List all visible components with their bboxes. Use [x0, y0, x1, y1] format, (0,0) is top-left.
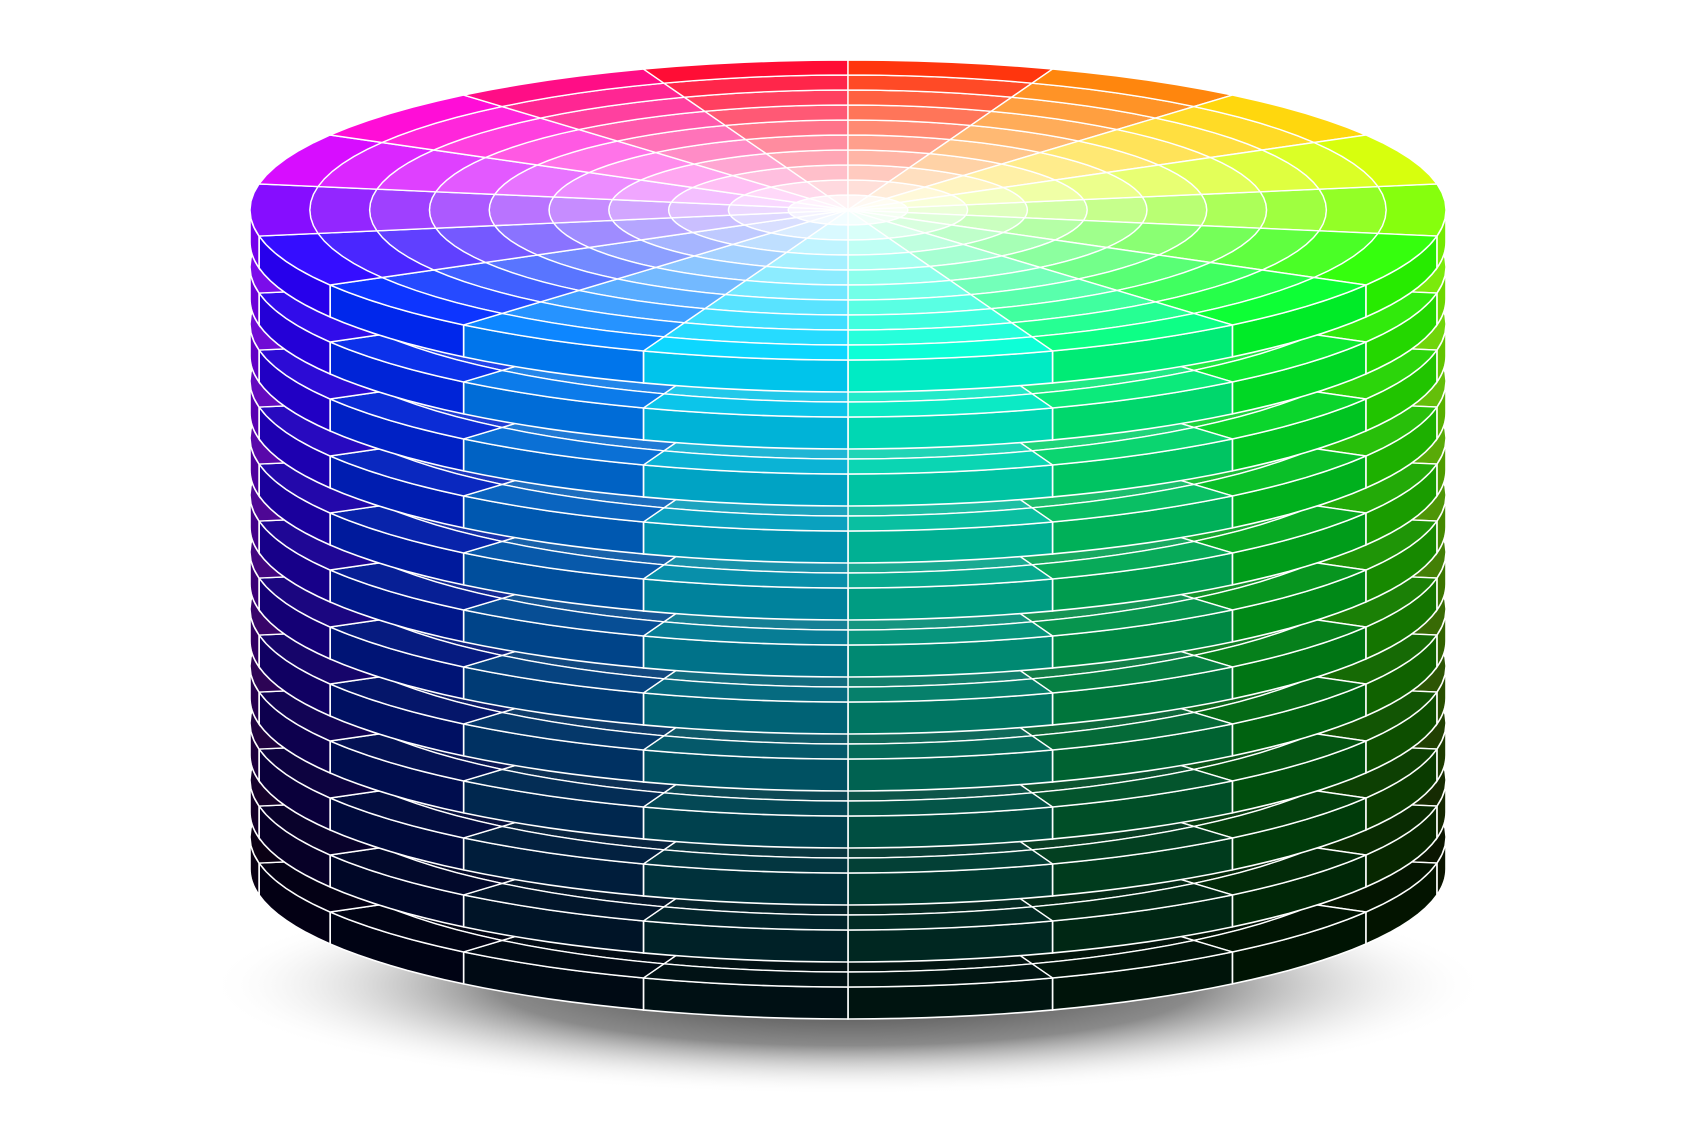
color-cell — [309, 185, 379, 235]
value-layer — [249, 59, 1447, 393]
value-layers — [249, 59, 1447, 1020]
color-cell — [368, 188, 437, 232]
color-cell — [249, 183, 320, 237]
color-cell — [548, 196, 614, 224]
color-cell — [1200, 191, 1268, 229]
color-cell — [488, 193, 555, 227]
color-cell — [608, 198, 673, 222]
color-cell — [1311, 134, 1439, 188]
color-cell — [428, 191, 496, 229]
color-cell — [1023, 198, 1088, 222]
color-cell — [1259, 188, 1328, 232]
color-cell — [1376, 183, 1447, 237]
color-cell — [1082, 196, 1148, 224]
color-cell — [1141, 193, 1208, 227]
color-cell — [1317, 185, 1387, 235]
